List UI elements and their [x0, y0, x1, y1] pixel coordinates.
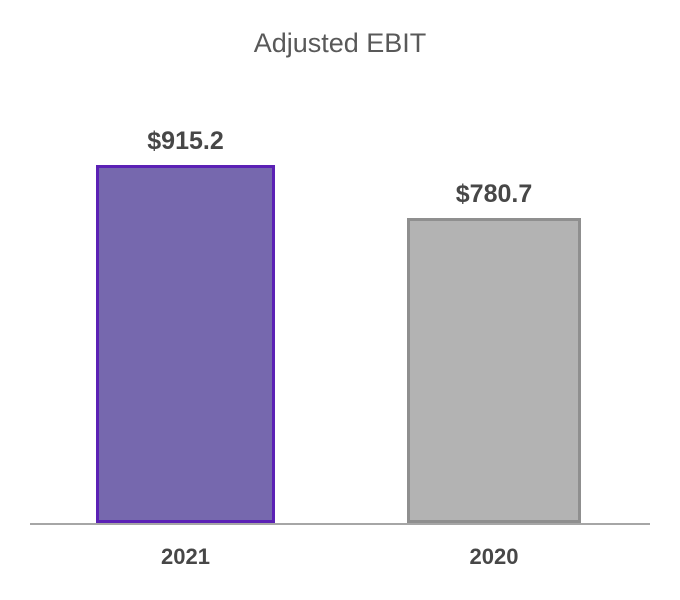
x-axis-line: [30, 523, 650, 525]
bar-value-label-2020: $780.7: [455, 180, 533, 208]
chart-title: Adjusted EBIT: [253, 28, 427, 58]
bar-group-2021: $915.2: [96, 77, 275, 523]
x-tick-label-2020: 2020: [469, 544, 519, 569]
bar-value-label-2021: $915.2: [147, 127, 224, 155]
bar-2020: [407, 218, 581, 523]
bar-2021: [96, 165, 275, 523]
bar-group-2020: $780.7: [407, 77, 581, 523]
x-tick-label-2021: 2021: [161, 544, 210, 569]
